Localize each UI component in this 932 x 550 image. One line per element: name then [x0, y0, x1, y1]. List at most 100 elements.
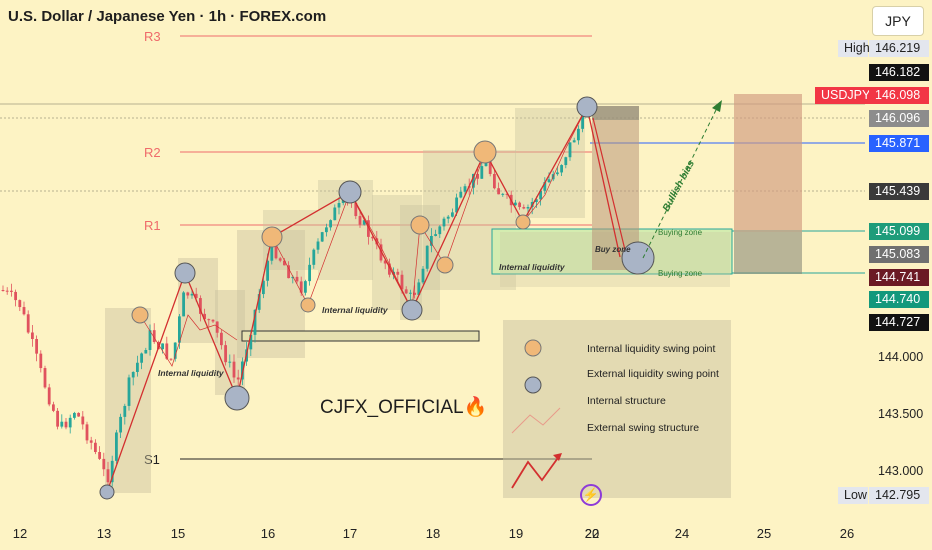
- candle-body: [60, 421, 64, 427]
- low-price-tag: 142.795: [869, 487, 929, 504]
- candle-body: [413, 292, 416, 295]
- candle-body: [106, 469, 110, 483]
- candle-body: [127, 377, 131, 406]
- bullish-bias-arrow: [642, 100, 722, 259]
- candle-body: [266, 260, 269, 281]
- price-tag-145083: 145.083: [869, 246, 929, 263]
- candle-body: [358, 216, 362, 225]
- candle-body: [278, 258, 282, 261]
- chart-title: U.S. Dollar / Japanese Yen · 1h · FOREX.…: [8, 8, 327, 25]
- candle-body: [224, 345, 227, 363]
- candle-body: [10, 290, 13, 292]
- candle-body: [459, 191, 463, 198]
- candle-body: [232, 361, 236, 378]
- high-price-tag: 146.219: [869, 40, 929, 57]
- candle-body: [430, 235, 433, 246]
- candle-body: [488, 159, 492, 174]
- candle-body: [287, 265, 290, 279]
- internal-swing-points: [131, 140, 531, 324]
- sell-box: [592, 106, 639, 270]
- buy-zone-label: Buy zone: [595, 245, 631, 254]
- candle-body: [283, 260, 286, 266]
- last-price-tag: 146.098: [869, 87, 929, 104]
- candle-body: [367, 220, 370, 237]
- buying-zone-label-1: Buying zone: [658, 228, 703, 237]
- internal-liquidity-box: [241, 330, 480, 342]
- candle-body: [39, 353, 43, 369]
- candle-body: [438, 226, 442, 235]
- x-tick-24: 24: [675, 526, 689, 541]
- candle-body: [501, 193, 505, 195]
- external-swing-points: [99, 96, 655, 500]
- candle-body: [249, 334, 253, 350]
- candle-body: [73, 412, 76, 418]
- y-tick-144: 144.000: [878, 350, 923, 364]
- candle-body: [547, 179, 551, 183]
- candle-body: [236, 377, 240, 380]
- candle-body: [299, 281, 303, 293]
- candle-body: [295, 276, 299, 282]
- candle-body: [320, 232, 324, 242]
- y-tick-143: 143.000: [878, 464, 923, 478]
- candle-body: [379, 244, 383, 261]
- x-tick-16: 16: [261, 526, 275, 541]
- candle-body: [480, 166, 484, 179]
- candle-body: [257, 294, 261, 310]
- candle-body: [1, 290, 5, 291]
- level-labels: R3 R2 R1 S1: [144, 29, 161, 467]
- legend-marker-internal-swing: [524, 339, 542, 357]
- price-tag-146096: 146.096: [869, 110, 929, 127]
- candle-body: [543, 182, 547, 191]
- candle-body: [514, 202, 517, 206]
- target-box-lower: [734, 232, 802, 274]
- candle-body: [94, 442, 97, 453]
- candle-body: [194, 293, 198, 299]
- candle-body: [144, 349, 148, 354]
- candle-body: [463, 186, 467, 192]
- legend-marker-internal-structure: [511, 407, 561, 434]
- candle-body: [207, 319, 211, 321]
- candle-body: [81, 416, 85, 425]
- candle-body: [18, 300, 22, 308]
- candle-body: [119, 416, 122, 433]
- candle-body: [572, 140, 576, 143]
- candle-body: [442, 218, 446, 227]
- candle-body: [451, 212, 454, 217]
- candle-body: [22, 307, 26, 315]
- lightning-icon[interactable]: ⚡: [580, 484, 602, 506]
- s1-label: S1: [144, 452, 160, 467]
- currency-selector[interactable]: JPY: [872, 6, 924, 36]
- candle-body: [64, 421, 68, 428]
- candle-body: [316, 241, 320, 250]
- candle-body: [274, 239, 278, 259]
- candle-body: [47, 387, 51, 405]
- candle-body: [85, 424, 89, 441]
- candle-body: [157, 342, 160, 350]
- candle-body: [123, 405, 127, 417]
- candle-body: [497, 188, 500, 195]
- candle-body: [169, 358, 173, 360]
- candle-body: [472, 173, 475, 188]
- legend: Internal liquidity swing point External …: [511, 339, 719, 489]
- candle-body: [173, 342, 177, 359]
- last-high-tag: 146.182: [869, 64, 929, 81]
- candle-body: [140, 353, 143, 363]
- price-tag-145099: 145.099: [869, 223, 929, 240]
- symbol-tag: USDJPY: [815, 87, 870, 104]
- legend-label-3: External swing structure: [587, 422, 699, 434]
- candle-body: [43, 368, 47, 388]
- candle-body: [56, 410, 59, 427]
- candle-body: [26, 314, 30, 333]
- candle-body: [228, 361, 232, 363]
- candle-body: [98, 452, 101, 459]
- internal-liquidity-label-3: Internal liquidity: [499, 262, 566, 272]
- candle-body: [375, 238, 379, 245]
- x-tick-17: 17: [343, 526, 357, 541]
- candle-body: [291, 276, 295, 279]
- candle-body: [455, 197, 458, 213]
- legend-label-2: Internal structure: [587, 395, 666, 407]
- candle-body: [417, 282, 421, 295]
